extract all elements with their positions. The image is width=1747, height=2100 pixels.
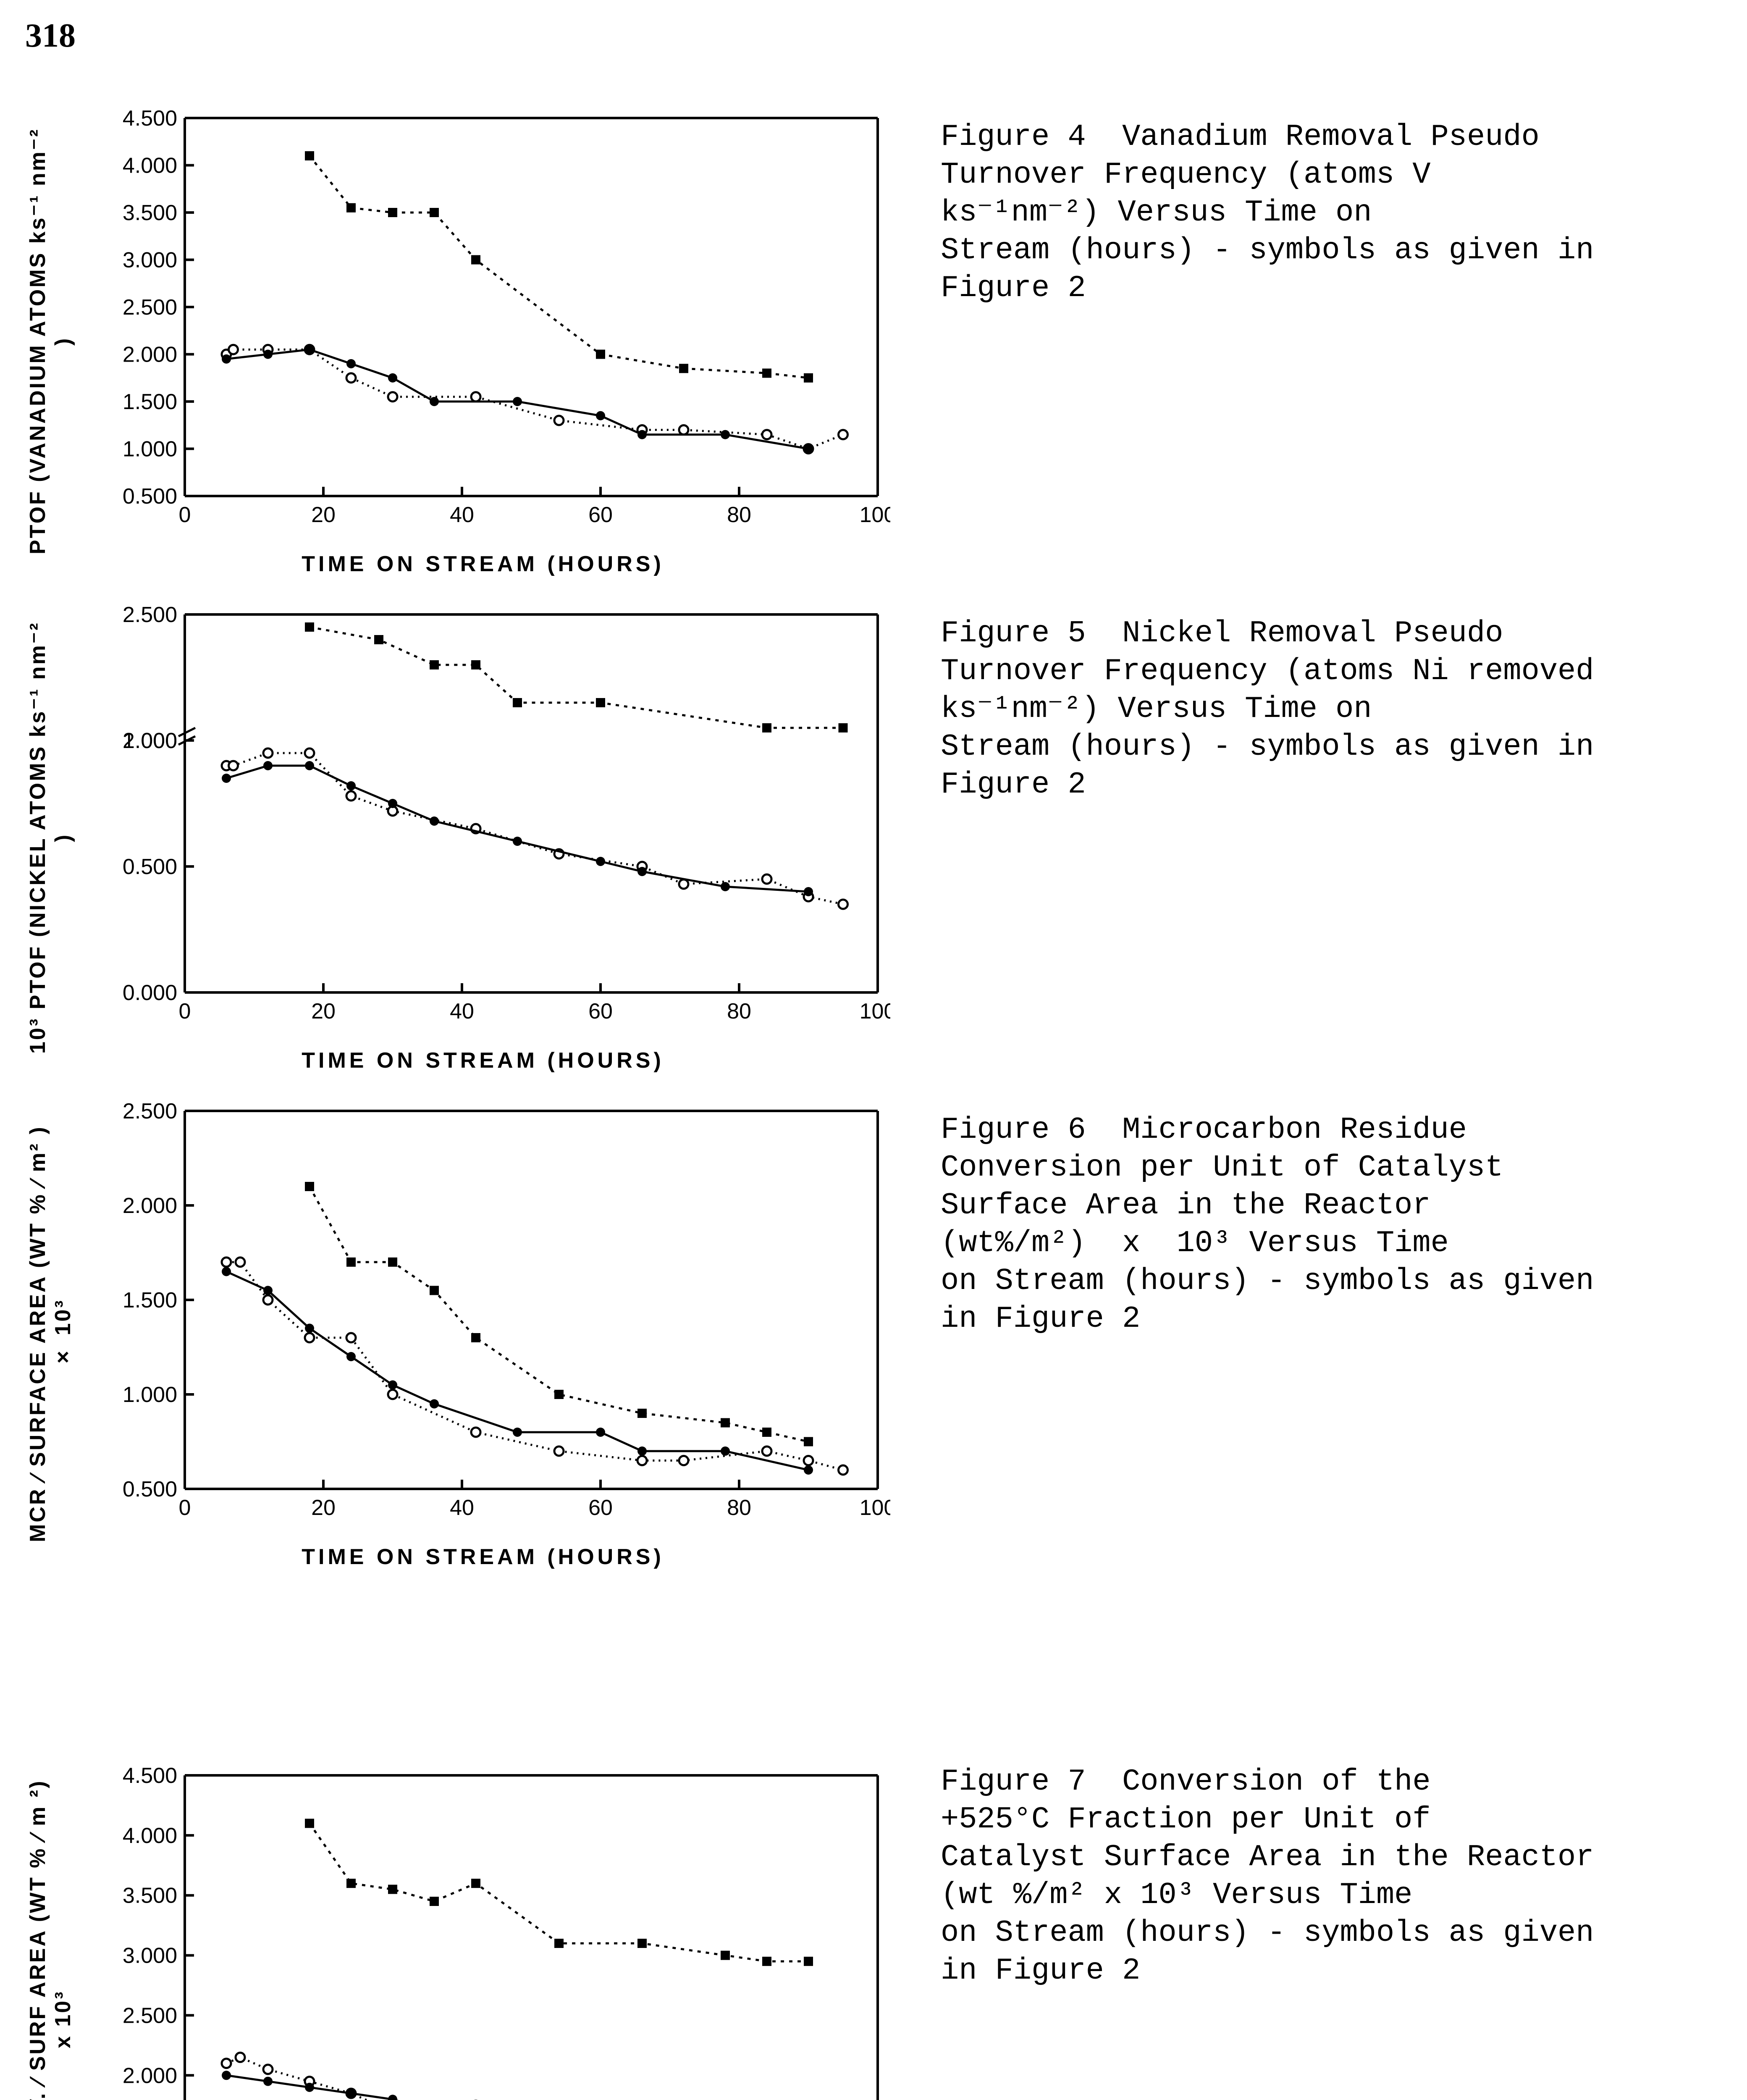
chart-fig5: 0204060801000.0000.5001.0002.0002.500 <box>76 602 890 1043</box>
ytick-label: 1.000 <box>123 437 177 462</box>
ytick-label: 2.000 <box>123 343 177 367</box>
xtick-label: 20 <box>311 1496 336 1520</box>
figure-row-fig4: PTOF (VANADIUM ATOMS ks⁻¹ nm⁻² ) 0 20 40 60… <box>25 105 1722 577</box>
ytick-label: 2.500 <box>123 2003 177 2028</box>
xtick-label: 100 <box>860 999 890 1024</box>
y-axis-label: +525 % CONV. ⁄ SURF AREA (WT % ⁄ m ²) x … <box>25 1778 76 2100</box>
ytick-label: 1.000 <box>123 1383 177 1407</box>
ytick-label: 3.000 <box>123 248 177 273</box>
chart-fig4: 0 20 40 60 80 100 0.500 1.000 1.500 2.000 2.500 3.0… <box>76 105 890 546</box>
ytick-label: 3.500 <box>123 1884 177 1908</box>
xtick-label: 60 <box>588 503 613 527</box>
xtick-label: 60 <box>588 1496 613 1520</box>
y-axis-label: 10³ PTOF (NICKEL ATOMS ks⁻¹ nm⁻² ) <box>25 617 76 1058</box>
ytick-label: 2.000 <box>123 729 177 753</box>
y-axis-label: MCR ⁄ SURFACE AREA (WT % ⁄ m² ) × 10³ <box>25 1113 76 1554</box>
ytick-label: 0.500 <box>123 855 177 879</box>
x-axis-label: TIME ON STREAM (HOURS) <box>302 551 664 577</box>
series-line <box>226 349 843 449</box>
ytick-label: 4.000 <box>123 1824 177 1848</box>
xtick-label: 80 <box>727 503 751 527</box>
ytick-label: 0.000 <box>123 981 177 1005</box>
xtick-label: 0 <box>179 999 191 1024</box>
xtick-label: 80 <box>727 999 751 1024</box>
series-line <box>310 627 843 728</box>
xtick-label: 40 <box>450 999 474 1024</box>
figure-row-fig5: 10³ PTOF (NICKEL ATOMS ks⁻¹ nm⁻² ) 0 20 40… <box>25 602 1722 1073</box>
xtick-label: 80 <box>727 1496 751 1520</box>
figure-caption: Figure 4 Vanadium Removal Pseudo Turnove… <box>941 118 1594 307</box>
xtick-label: 20 <box>311 999 336 1024</box>
figures-container: PTOF (VANADIUM ATOMS ks⁻¹ nm⁻² ) 0 20 40 60… <box>25 105 1722 2100</box>
figure-row-fig7: +525 % CONV. ⁄ SURF AREA (WT % ⁄ m ²) x … <box>25 1595 1722 2100</box>
x-axis-label: TIME ON STREAM (HOURS) <box>302 1544 664 1570</box>
series-line <box>226 753 843 904</box>
chart-fig7: 0204060801001.0001.5002.0002.5003.0003.5… <box>76 1763 890 2100</box>
xtick-label: 100 <box>860 503 890 527</box>
figure-row-fig6: MCR ⁄ SURFACE AREA (WT % ⁄ m² ) × 10³ 0 2… <box>25 1098 1722 1570</box>
series-line <box>226 1272 808 1470</box>
series-line <box>226 2057 843 2100</box>
xtick-label: 100 <box>860 1496 890 1520</box>
series-line <box>310 1186 808 1442</box>
xtick-label: 20 <box>311 503 336 527</box>
page-number: 318 <box>25 17 1722 55</box>
series-line <box>226 766 808 892</box>
ytick-label: 4.500 <box>123 1764 177 1788</box>
ytick-label: 1.500 <box>123 390 177 414</box>
figure-caption: Figure 5 Nickel Removal Pseudo Turnover … <box>941 614 1594 803</box>
ytick-label: 4.500 <box>123 106 177 131</box>
xtick-label: 60 <box>588 999 613 1024</box>
xtick-label: 40 <box>450 1496 474 1520</box>
ytick-label: 2.000 <box>123 2063 177 2088</box>
series-line <box>310 156 808 378</box>
ytick-label: 1.500 <box>123 1288 177 1312</box>
ytick-label: 2.000 <box>123 1194 177 1218</box>
ytick-label: 2.500 <box>123 603 177 627</box>
series-line <box>226 1262 843 1470</box>
ytick-label: 4.000 <box>123 154 177 178</box>
ytick-label: 0.500 <box>123 1477 177 1502</box>
xtick-label: 0 <box>179 1496 191 1520</box>
xtick-label: 0 <box>179 503 191 527</box>
ytick-label: 3.000 <box>123 1944 177 1968</box>
ytick-label: 3.500 <box>123 201 177 225</box>
xtick-label: 40 <box>450 503 474 527</box>
y-axis-label: PTOF (VANADIUM ATOMS ks⁻¹ nm⁻² ) <box>25 121 76 562</box>
x-axis-label: TIME ON STREAM (HOURS) <box>302 1048 664 1073</box>
figure-caption: Figure 6 Microcarbon Residue Conversion … <box>941 1111 1594 1338</box>
ytick-label: 2.500 <box>123 1099 177 1124</box>
ytick-label: 2.500 <box>123 295 177 320</box>
ytick-label: 0.500 <box>123 484 177 509</box>
chart-fig6: 0 20 40 60 80 100 0.500 1.000 1.500 2.000 2.500 <box>76 1098 890 1539</box>
figure-caption: Figure 7 Conversion of the +525°C Fracti… <box>941 1763 1594 1990</box>
